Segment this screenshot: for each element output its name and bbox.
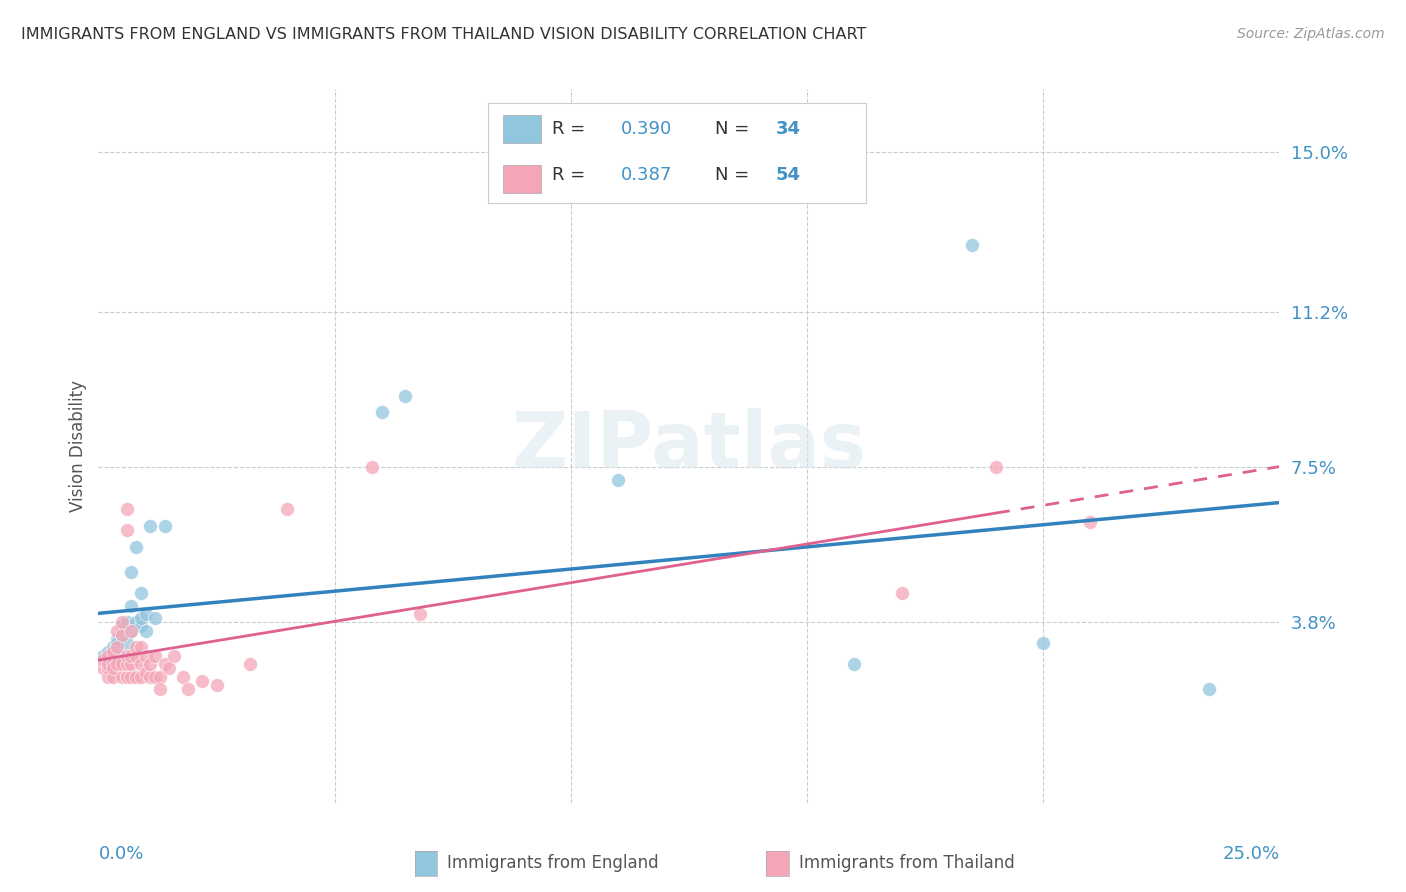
Point xyxy=(135,624,157,638)
Text: Source: ZipAtlas.com: Source: ZipAtlas.com xyxy=(1237,27,1385,41)
Point xyxy=(115,648,138,663)
Point xyxy=(1080,515,1102,529)
Point xyxy=(105,632,128,646)
Point xyxy=(143,670,166,684)
Point xyxy=(97,657,120,672)
Point xyxy=(91,661,114,675)
Point xyxy=(105,624,128,638)
Point xyxy=(1198,682,1220,697)
Point xyxy=(105,648,128,663)
Point xyxy=(105,657,128,672)
Point xyxy=(115,670,138,684)
Point xyxy=(115,615,138,630)
Point xyxy=(97,648,120,663)
Point xyxy=(115,523,138,537)
Point xyxy=(97,670,120,684)
Point xyxy=(890,586,912,600)
Point xyxy=(149,682,172,697)
Point xyxy=(135,665,157,680)
Point xyxy=(111,615,134,630)
Point xyxy=(129,670,152,684)
Point xyxy=(97,661,120,675)
Point xyxy=(121,648,143,663)
Point xyxy=(153,657,176,672)
Point xyxy=(125,640,148,655)
Point xyxy=(371,405,394,419)
Point xyxy=(121,599,143,613)
Point xyxy=(111,648,134,663)
Text: Immigrants from England: Immigrants from England xyxy=(447,855,659,872)
Point xyxy=(135,607,157,621)
Point xyxy=(91,653,114,667)
Point xyxy=(125,648,148,663)
Point xyxy=(139,518,162,533)
Point xyxy=(172,670,194,684)
Point xyxy=(143,648,166,663)
Point xyxy=(394,389,416,403)
Point xyxy=(163,648,186,663)
Point xyxy=(408,607,430,621)
Point xyxy=(111,657,134,672)
Point xyxy=(135,648,157,663)
Point xyxy=(129,657,152,672)
Y-axis label: Vision Disability: Vision Disability xyxy=(69,380,87,512)
Point xyxy=(239,657,262,672)
Text: 25.0%: 25.0% xyxy=(1222,845,1279,863)
Point xyxy=(121,565,143,579)
Text: Immigrants from Thailand: Immigrants from Thailand xyxy=(799,855,1014,872)
Point xyxy=(121,624,143,638)
Point xyxy=(125,540,148,554)
Point xyxy=(962,237,984,252)
Point xyxy=(91,648,114,663)
Point xyxy=(177,682,200,697)
Point xyxy=(115,657,138,672)
Point xyxy=(205,678,228,692)
Point xyxy=(129,586,152,600)
Point xyxy=(101,661,124,675)
Point xyxy=(121,670,143,684)
Point xyxy=(111,628,134,642)
Text: 0.0%: 0.0% xyxy=(98,845,143,863)
Point xyxy=(149,670,172,684)
Point xyxy=(129,611,152,625)
Point xyxy=(984,460,1007,475)
Text: IMMIGRANTS FROM ENGLAND VS IMMIGRANTS FROM THAILAND VISION DISABILITY CORRELATIO: IMMIGRANTS FROM ENGLAND VS IMMIGRANTS FR… xyxy=(21,27,866,42)
Point xyxy=(276,502,298,516)
Point xyxy=(139,670,162,684)
Point xyxy=(129,619,152,633)
Point xyxy=(105,640,128,655)
Point xyxy=(101,653,124,667)
Text: ZIPatlas: ZIPatlas xyxy=(512,408,866,484)
Point xyxy=(191,674,214,689)
Point xyxy=(607,473,630,487)
Point xyxy=(97,645,120,659)
Point xyxy=(101,670,124,684)
Point xyxy=(101,640,124,655)
Point xyxy=(101,645,124,659)
Point xyxy=(143,611,166,625)
Point xyxy=(361,460,384,475)
Point xyxy=(129,640,152,655)
Point xyxy=(101,661,124,675)
Point xyxy=(153,518,176,533)
Point xyxy=(125,615,148,630)
Point xyxy=(115,502,138,516)
Point xyxy=(115,636,138,650)
Point xyxy=(105,636,128,650)
Point xyxy=(844,657,866,672)
Point xyxy=(111,619,134,633)
Point xyxy=(121,624,143,638)
Point xyxy=(139,657,162,672)
Point xyxy=(1032,636,1054,650)
Point xyxy=(97,657,120,672)
Point xyxy=(125,670,148,684)
Point xyxy=(111,628,134,642)
Point xyxy=(101,657,124,672)
Point xyxy=(111,670,134,684)
Point xyxy=(121,657,143,672)
Point xyxy=(157,661,180,675)
